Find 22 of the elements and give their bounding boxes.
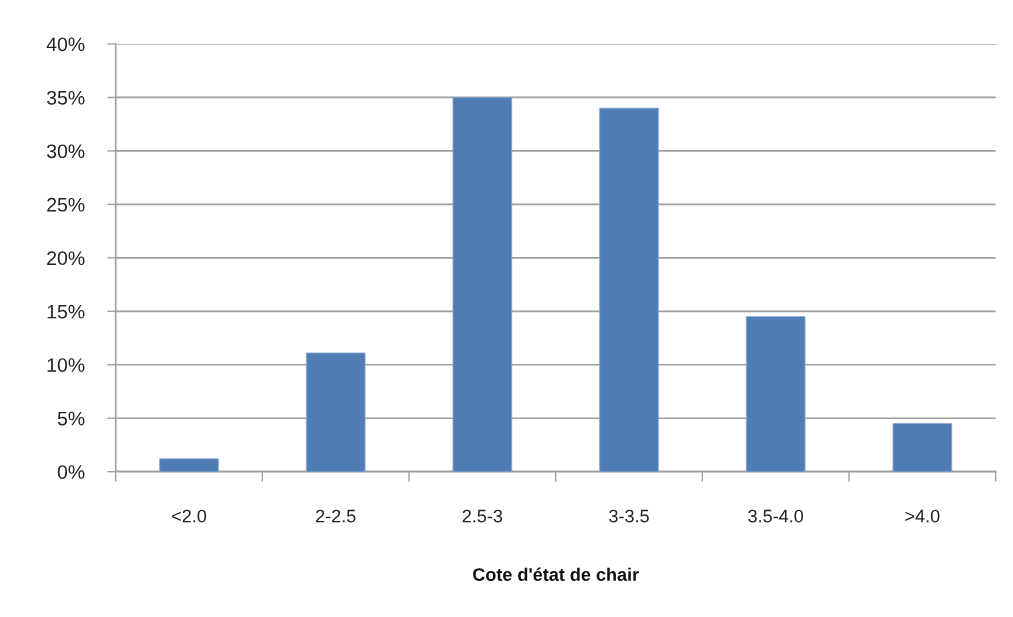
x-tick-label: >4.0 [905,509,940,523]
x-tick-label: 2.5-3 [462,509,503,523]
y-tick-label: 30% [46,144,85,159]
bar [745,316,806,472]
x-tick-label: 2-2.5 [316,509,356,523]
bar [892,423,953,472]
x-axis-title: Cote d'état de chair [473,567,639,581]
y-tick-label: 20% [47,251,85,266]
y-tick-label: 0% [57,465,85,479]
x-tick-label: 3.5-4.0 [748,509,804,523]
y-tick-label: 15% [47,304,85,319]
y-tick-label: 35% [46,90,85,105]
y-tick-label: 5% [57,411,85,426]
x-tick-label: <2.0 [172,509,207,523]
y-tick-label: 25% [47,197,85,212]
bar [452,97,513,472]
bar [599,107,659,472]
x-tick-label: 3-3.5 [609,509,649,523]
bar [305,352,366,472]
y-tick-label: 10% [47,358,85,373]
bar [159,458,219,472]
y-tick-label: 40% [46,37,85,52]
